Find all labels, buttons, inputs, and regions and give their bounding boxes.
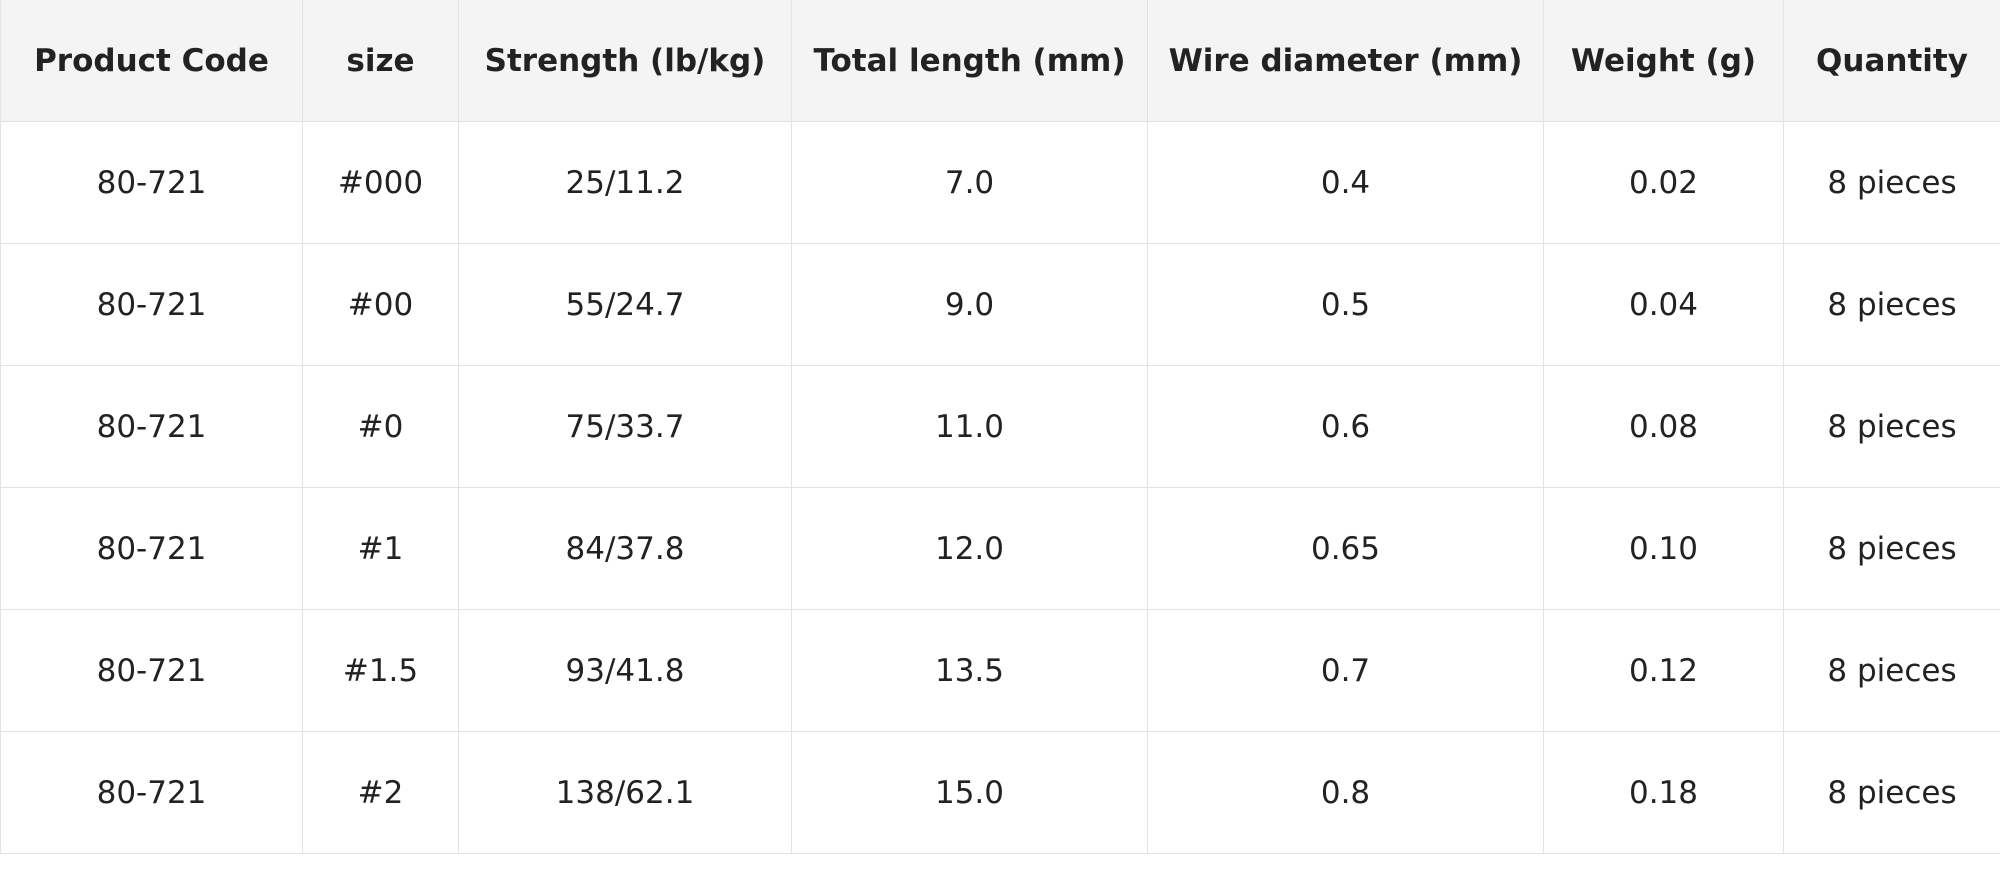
table-cell: 0.5 [1147,243,1544,366]
table-cell: 9.0 [791,243,1148,366]
table-row: 80-721 #00 55/24.7 9.0 0.5 0.04 8 pieces [0,243,2000,366]
table-cell: #0 [302,365,459,488]
table-cell: 0.18 [1543,731,1784,854]
table-body: 80-721 #000 25/11.2 7.0 0.4 0.02 8 pieces 80-72… [0,121,2000,854]
table-cell: 13.5 [791,609,1148,732]
table-header: Product Code size Strength (lb/kg) Total le… [0,0,2000,122]
table-cell: 0.10 [1543,487,1784,610]
table-cell: 11.0 [791,365,1148,488]
header-cell: Weight (g) [1543,0,1784,122]
table-cell: 0.7 [1147,609,1544,732]
table-cell: #00 [302,243,459,366]
table-cell: 15.0 [791,731,1148,854]
table-cell: 0.4 [1147,121,1544,244]
table-cell: 80-721 [0,609,303,732]
header-row: Product Code size Strength (lb/kg) Total le… [0,0,2000,122]
table-cell: #000 [302,121,459,244]
table-cell: 0.02 [1543,121,1784,244]
table-cell: 8 pieces [1783,243,2000,366]
spec-table: Product Code size Strength (lb/kg) Total le… [0,0,2000,854]
table-cell: 7.0 [791,121,1148,244]
table-cell: 80-721 [0,365,303,488]
table-cell: 8 pieces [1783,121,2000,244]
table-cell: 93/41.8 [458,609,792,732]
table-row: 80-721 #0 75/33.7 11.0 0.6 0.08 8 pieces [0,365,2000,488]
table-row: 80-721 #1.5 93/41.8 13.5 0.7 0.12 8 pieces [0,609,2000,732]
table-cell: 75/33.7 [458,365,792,488]
table-cell: 84/37.8 [458,487,792,610]
table-cell: 8 pieces [1783,731,2000,854]
header-cell: size [302,0,459,122]
table-cell: 25/11.2 [458,121,792,244]
table-cell: 0.6 [1147,365,1544,488]
table-cell: 8 pieces [1783,365,2000,488]
table-row: 80-721 #2 138/62.1 15.0 0.8 0.18 8 pieces [0,731,2000,854]
header-cell: Quantity [1783,0,2000,122]
table-cell: 0.8 [1147,731,1544,854]
header-cell: Wire diameter (mm) [1147,0,1544,122]
table-cell: 12.0 [791,487,1148,610]
table-cell: #1.5 [302,609,459,732]
table-cell: 80-721 [0,121,303,244]
header-cell: Total length (mm) [791,0,1148,122]
table-cell: 8 pieces [1783,609,2000,732]
table-row: 80-721 #1 84/37.8 12.0 0.65 0.10 8 pieces [0,487,2000,610]
table-cell: 138/62.1 [458,731,792,854]
table-cell: 0.65 [1147,487,1544,610]
table-cell: #1 [302,487,459,610]
table-cell: 8 pieces [1783,487,2000,610]
table-cell: 0.08 [1543,365,1784,488]
table-cell: 0.12 [1543,609,1784,732]
header-cell: Product Code [0,0,303,122]
table-cell: 80-721 [0,731,303,854]
header-cell: Strength (lb/kg) [458,0,792,122]
table-row: 80-721 #000 25/11.2 7.0 0.4 0.02 8 pieces [0,121,2000,244]
table-cell: 80-721 [0,243,303,366]
table-cell: 80-721 [0,487,303,610]
table-cell: 55/24.7 [458,243,792,366]
table-cell: 0.04 [1543,243,1784,366]
table-cell: #2 [302,731,459,854]
